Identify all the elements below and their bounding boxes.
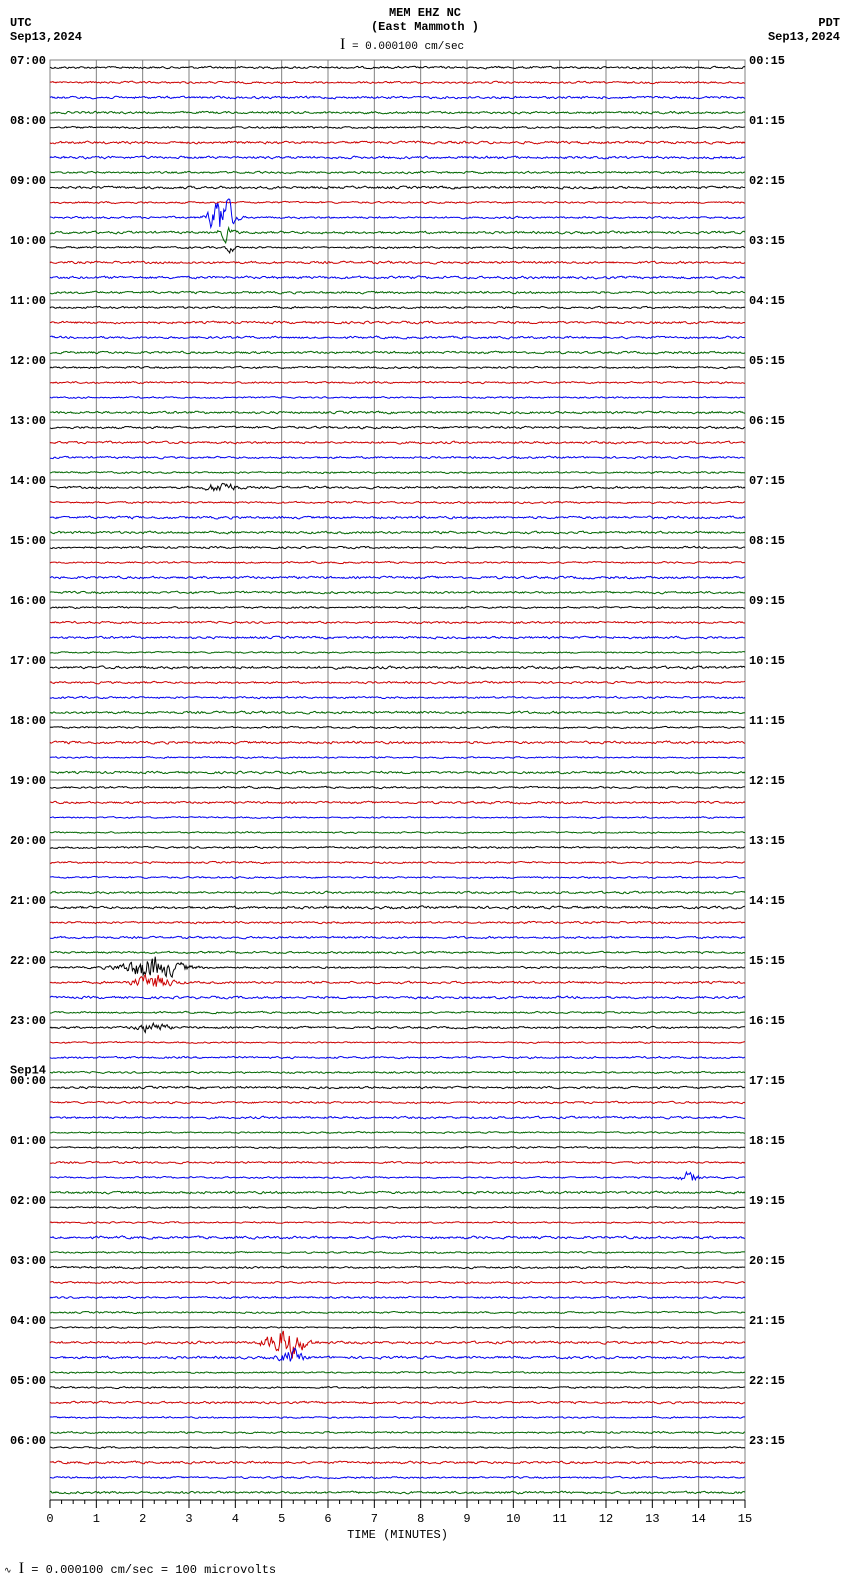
seismogram-container: UTC Sep13,2024 PDT Sep13,2024 MEM EHZ NC… — [0, 0, 850, 1584]
svg-text:15: 15 — [738, 1512, 752, 1526]
svg-text:09:15: 09:15 — [749, 594, 785, 608]
svg-text:05:00: 05:00 — [10, 1374, 46, 1388]
svg-text:5: 5 — [278, 1512, 285, 1526]
svg-text:6: 6 — [324, 1512, 331, 1526]
svg-text:21:15: 21:15 — [749, 1314, 785, 1328]
svg-text:18:00: 18:00 — [10, 714, 46, 728]
svg-text:05:15: 05:15 — [749, 354, 785, 368]
svg-text:13:15: 13:15 — [749, 834, 785, 848]
svg-text:02:00: 02:00 — [10, 1194, 46, 1208]
svg-text:01:15: 01:15 — [749, 114, 785, 128]
svg-text:08:15: 08:15 — [749, 534, 785, 548]
svg-text:22:15: 22:15 — [749, 1374, 785, 1388]
svg-text:23:00: 23:00 — [10, 1014, 46, 1028]
svg-text:12:00: 12:00 — [10, 354, 46, 368]
svg-text:11:00: 11:00 — [10, 294, 46, 308]
svg-text:0: 0 — [46, 1512, 53, 1526]
svg-text:13:00: 13:00 — [10, 414, 46, 428]
svg-text:12:15: 12:15 — [749, 774, 785, 788]
svg-text:16:00: 16:00 — [10, 594, 46, 608]
svg-text:08:00: 08:00 — [10, 114, 46, 128]
svg-text:14:15: 14:15 — [749, 894, 785, 908]
svg-text:11: 11 — [552, 1512, 566, 1526]
svg-text:7: 7 — [371, 1512, 378, 1526]
svg-text:07:00: 07:00 — [10, 54, 46, 68]
svg-text:04:15: 04:15 — [749, 294, 785, 308]
svg-text:14:00: 14:00 — [10, 474, 46, 488]
svg-text:04:00: 04:00 — [10, 1314, 46, 1328]
svg-text:9: 9 — [463, 1512, 470, 1526]
svg-text:07:15: 07:15 — [749, 474, 785, 488]
svg-text:10:15: 10:15 — [749, 654, 785, 668]
svg-text:06:00: 06:00 — [10, 1434, 46, 1448]
svg-text:17:00: 17:00 — [10, 654, 46, 668]
svg-text:21:00: 21:00 — [10, 894, 46, 908]
svg-text:12: 12 — [599, 1512, 613, 1526]
svg-text:06:15: 06:15 — [749, 414, 785, 428]
svg-text:19:00: 19:00 — [10, 774, 46, 788]
svg-text:11:15: 11:15 — [749, 714, 785, 728]
svg-text:14: 14 — [691, 1512, 705, 1526]
svg-text:15:00: 15:00 — [10, 534, 46, 548]
svg-text:2: 2 — [139, 1512, 146, 1526]
svg-text:03:00: 03:00 — [10, 1254, 46, 1268]
svg-text:10:00: 10:00 — [10, 234, 46, 248]
svg-text:19:15: 19:15 — [749, 1194, 785, 1208]
svg-text:1: 1 — [93, 1512, 100, 1526]
seismogram-plot: 0123456789101112131415TIME (MINUTES)07:0… — [0, 0, 850, 1584]
svg-text:10: 10 — [506, 1512, 520, 1526]
svg-text:23:15: 23:15 — [749, 1434, 785, 1448]
svg-text:22:00: 22:00 — [10, 954, 46, 968]
svg-text:00:00: 00:00 — [10, 1074, 46, 1088]
svg-text:4: 4 — [232, 1512, 239, 1526]
svg-text:8: 8 — [417, 1512, 424, 1526]
svg-text:15:15: 15:15 — [749, 954, 785, 968]
svg-text:3: 3 — [185, 1512, 192, 1526]
svg-text:13: 13 — [645, 1512, 659, 1526]
svg-text:03:15: 03:15 — [749, 234, 785, 248]
svg-text:20:00: 20:00 — [10, 834, 46, 848]
svg-text:16:15: 16:15 — [749, 1014, 785, 1028]
svg-text:01:00: 01:00 — [10, 1134, 46, 1148]
svg-text:20:15: 20:15 — [749, 1254, 785, 1268]
footer-scale: ∿ I = 0.000100 cm/sec = 100 microvolts — [4, 1560, 276, 1578]
svg-text:18:15: 18:15 — [749, 1134, 785, 1148]
svg-text:TIME (MINUTES): TIME (MINUTES) — [347, 1528, 448, 1542]
svg-text:00:15: 00:15 — [749, 54, 785, 68]
svg-text:02:15: 02:15 — [749, 174, 785, 188]
svg-text:17:15: 17:15 — [749, 1074, 785, 1088]
svg-text:09:00: 09:00 — [10, 174, 46, 188]
